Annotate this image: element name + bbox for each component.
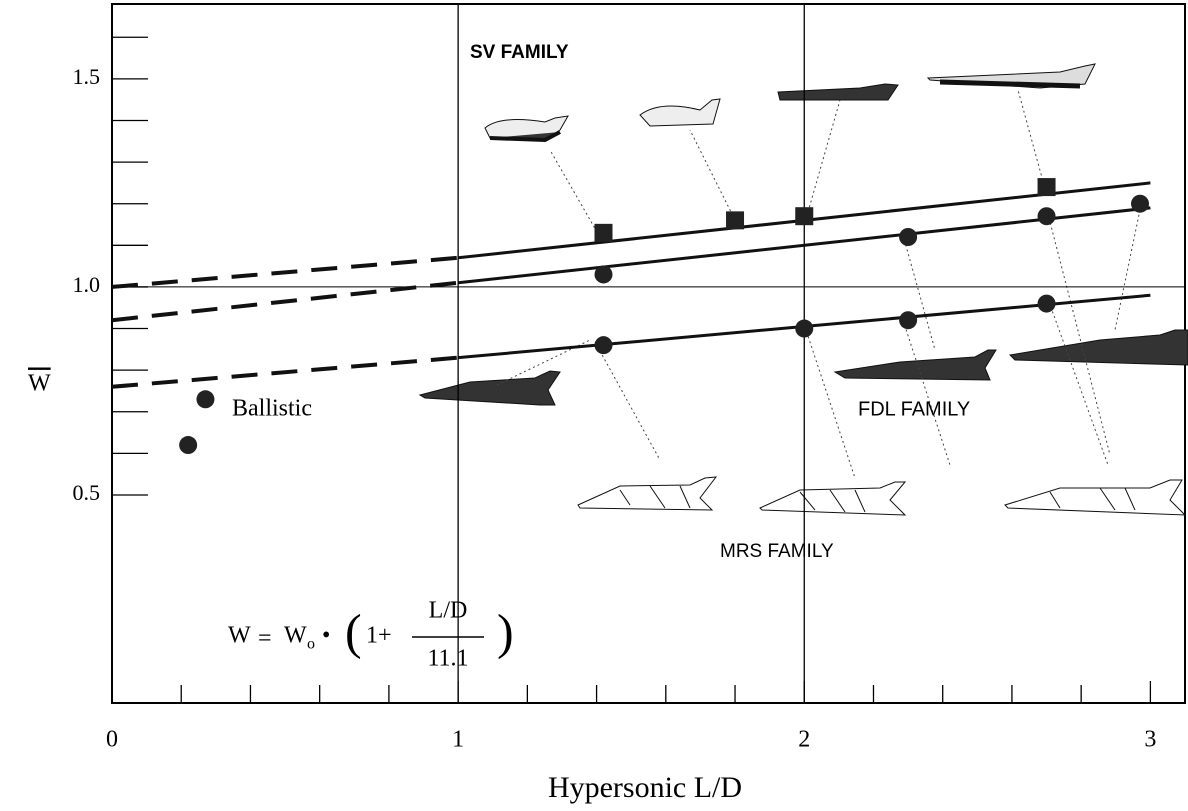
formula-text: 1+ xyxy=(366,623,392,649)
formula-text: 11.1 xyxy=(427,646,468,672)
point xyxy=(795,320,813,338)
point xyxy=(726,211,744,229)
point xyxy=(795,207,813,225)
formula-text: L/D xyxy=(429,598,468,624)
point xyxy=(1131,195,1149,213)
y-tick-label: 1.5 xyxy=(73,64,101,89)
annotation: SV FAMILY xyxy=(470,42,569,63)
formula-text: o xyxy=(307,636,315,653)
y-tick-label: 1.0 xyxy=(73,272,101,297)
leader-lines xyxy=(497,90,1141,478)
formula: W = W o • ( 1+ L/D 11.1 ) xyxy=(228,598,514,672)
point xyxy=(196,390,214,408)
formula-text: W xyxy=(228,623,251,649)
annotation: MRS FAMILY xyxy=(720,541,834,562)
y-tick-label: 0.5 xyxy=(73,480,101,505)
annotation: FDL FAMILY xyxy=(858,398,970,420)
point xyxy=(595,224,613,242)
formula-text: • xyxy=(322,623,330,649)
y-axis-label: W xyxy=(28,371,51,397)
point xyxy=(899,228,917,246)
chart: SV FAMILY FDL FAMILY MRS FAMILY Ballisti… xyxy=(0,0,1188,811)
point xyxy=(1038,295,1056,313)
point xyxy=(1038,207,1056,225)
x-tick-label: 0 xyxy=(106,727,118,753)
point xyxy=(595,336,613,354)
formula-text: = xyxy=(258,626,272,652)
formula-paren: ) xyxy=(497,603,514,659)
formula-paren: ( xyxy=(345,603,362,659)
trend-line-dashed xyxy=(112,258,458,287)
x-tick-label: 2 xyxy=(798,727,810,753)
point xyxy=(1038,178,1056,196)
trend-line-dashed xyxy=(112,358,458,387)
point xyxy=(595,265,613,283)
x-tick-label: 1 xyxy=(452,727,464,753)
annotation: Ballistic xyxy=(232,396,312,422)
x-tick-label: 3 xyxy=(1144,727,1156,753)
formula-text: W xyxy=(284,623,307,649)
x-axis-label: Hypersonic L/D xyxy=(548,771,742,804)
trend-line-dashed xyxy=(112,283,458,320)
point xyxy=(179,436,197,454)
point xyxy=(899,311,917,329)
